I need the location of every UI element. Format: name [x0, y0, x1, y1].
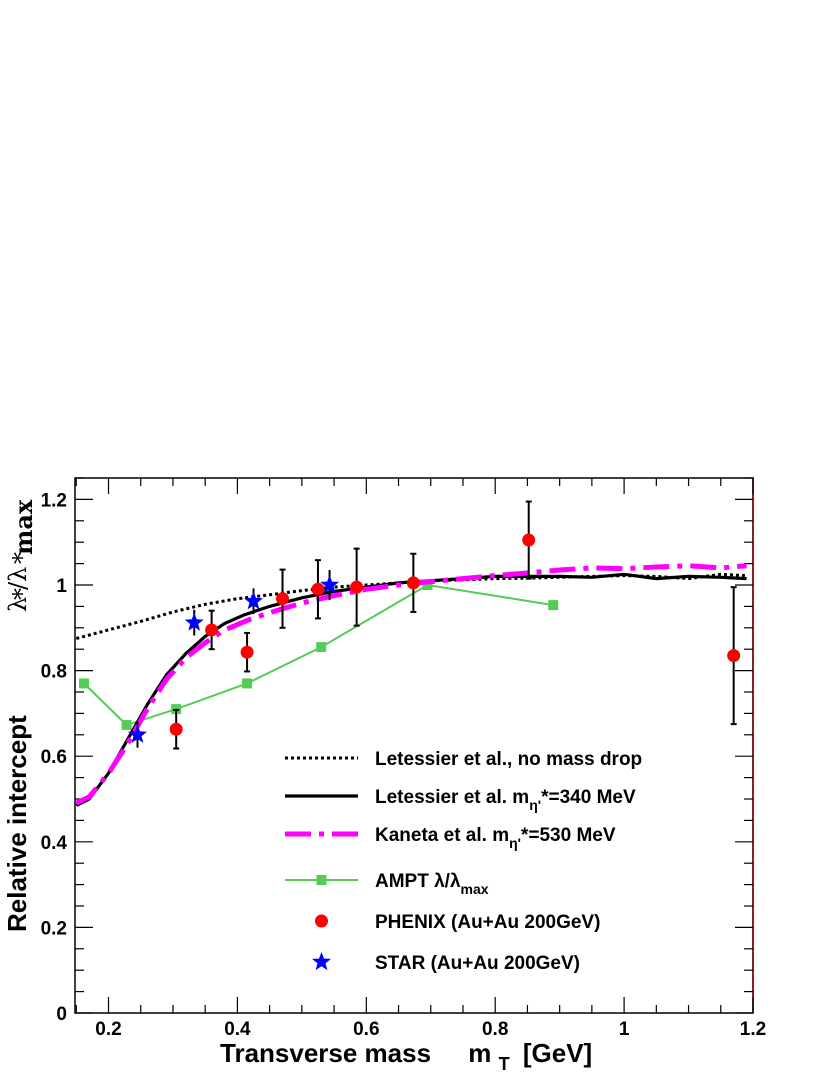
- svg-text:/λ: /λ: [4, 567, 32, 590]
- x-tick-label: 0.6: [353, 1019, 379, 1040]
- phenix-point: [169, 722, 183, 736]
- legend-label: PHENIX (Au+Au 200GeV): [375, 912, 600, 933]
- legend-item-0: Letessier et al., no mass drop: [285, 749, 642, 770]
- legend-label: Letessier et al., no mass drop: [375, 749, 642, 770]
- x-axis-symbol-sub: T: [499, 1054, 510, 1074]
- legend-item-3: AMPT λ/λmax: [285, 871, 489, 897]
- ampt-point: [242, 678, 253, 689]
- ampt-point: [548, 600, 559, 611]
- x-tick-label: 0.8: [482, 1019, 508, 1040]
- x-tick-label: 0.4: [224, 1019, 251, 1040]
- legend-label: STAR (Au+Au 200GeV): [375, 953, 580, 974]
- legend-item-5: STAR (Au+Au 200GeV): [312, 952, 580, 974]
- phenix-point: [350, 580, 364, 594]
- x-axis-title-text: Transverse mass: [220, 1038, 431, 1068]
- y-tick-label: 1.2: [41, 490, 67, 511]
- series-2: [75, 563, 747, 806]
- svg-text:*: *: [8, 552, 36, 564]
- x-tick-label: 0.2: [95, 1019, 121, 1040]
- legend-swatch-circle: [315, 914, 328, 928]
- ampt-point: [316, 642, 327, 653]
- svg-text:max: max: [9, 499, 38, 555]
- legend-item-1: Letessier et al. mη'*=340 MeV: [285, 787, 636, 813]
- x-tick-label: 1.2: [740, 1019, 766, 1040]
- legend-item-4: PHENIX (Au+Au 200GeV): [315, 912, 600, 933]
- phenix-point: [205, 623, 219, 637]
- y-tick-label: 0.4: [41, 833, 68, 854]
- legend-swatch-square: [316, 875, 327, 885]
- y-tick-label: 0.2: [41, 918, 67, 939]
- x-axis-title: Transverse mass m T [GeV]: [220, 1038, 592, 1075]
- legend-label: AMPT λ/λmax: [375, 871, 489, 897]
- x-tick-label: 1: [619, 1019, 630, 1040]
- ampt-point: [79, 678, 90, 689]
- svg-text:λ: λ: [4, 597, 32, 612]
- legend-item-2: Kaneta et al. mη'*=530 MeV: [285, 825, 616, 851]
- line-kaneta-530: [75, 563, 747, 806]
- y-tick-label: 0.6: [41, 747, 67, 768]
- star-point: [244, 591, 263, 610]
- series-4: [169, 500, 741, 750]
- ampt-point: [422, 580, 433, 590]
- y-tick-label: 1: [56, 576, 67, 597]
- phenix-point: [727, 649, 741, 663]
- y-tick-label: 0: [56, 1004, 67, 1025]
- phenix-point: [522, 533, 536, 547]
- y-axis-title: Relative intercept: [2, 715, 32, 932]
- y-axis-fraction: λ * /λ * max: [4, 499, 38, 612]
- x-axis-unit: [GeV]: [523, 1038, 592, 1068]
- phenix-point: [406, 576, 420, 590]
- legend-label: Letessier et al. mη'*=340 MeV: [375, 787, 636, 813]
- star-point: [184, 612, 204, 631]
- phenix-point: [240, 645, 254, 659]
- y-tick-label: 0.8: [41, 662, 67, 683]
- phenix-point: [276, 592, 290, 606]
- svg-text:*: *: [8, 588, 36, 600]
- ampt-point: [121, 719, 132, 730]
- series-5: [128, 570, 340, 748]
- star-point: [128, 724, 147, 743]
- phenix-point: [311, 582, 325, 596]
- legend: Letessier et al., no mass drop Letessier …: [285, 749, 642, 974]
- legend-label: Kaneta et al. mη'*=530 MeV: [375, 825, 616, 851]
- x-axis-symbol: m: [468, 1038, 491, 1068]
- star-point: [320, 575, 340, 594]
- legend-swatch-star: [312, 952, 331, 971]
